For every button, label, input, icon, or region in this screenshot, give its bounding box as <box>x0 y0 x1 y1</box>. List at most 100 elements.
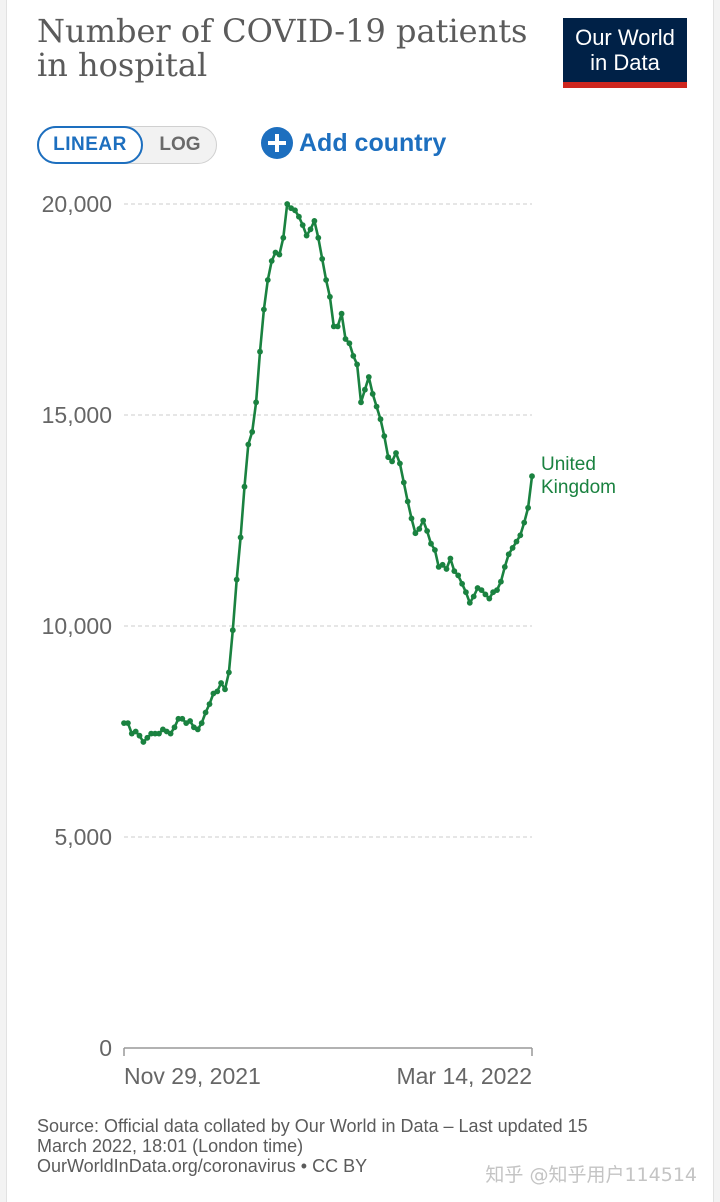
data-point[interactable] <box>369 391 376 397</box>
data-point[interactable] <box>292 207 298 214</box>
data-point[interactable] <box>144 734 151 741</box>
data-point[interactable] <box>245 441 252 448</box>
data-point[interactable] <box>218 680 225 686</box>
data-point[interactable] <box>482 591 489 598</box>
data-point[interactable] <box>494 587 500 593</box>
data-point[interactable] <box>365 374 372 380</box>
data-point[interactable] <box>307 226 314 233</box>
data-point[interactable] <box>466 599 473 606</box>
owid-logo[interactable]: Our World in Data <box>563 18 687 88</box>
data-point[interactable] <box>455 572 462 579</box>
data-point[interactable] <box>432 547 438 553</box>
data-point[interactable] <box>226 669 232 676</box>
data-point[interactable] <box>377 416 384 423</box>
data-point[interactable] <box>501 564 508 570</box>
data-point[interactable] <box>140 739 147 745</box>
data-point[interactable] <box>311 218 318 224</box>
data-point[interactable] <box>276 251 283 258</box>
data-point[interactable] <box>463 589 469 596</box>
x-tick-label: Mar 14, 2022 <box>396 1063 532 1089</box>
data-point[interactable] <box>358 399 364 406</box>
data-point[interactable] <box>517 532 524 539</box>
data-point[interactable] <box>233 576 240 583</box>
data-point[interactable] <box>136 732 143 739</box>
add-country-button[interactable]: Add country <box>261 126 446 160</box>
data-point[interactable] <box>439 561 446 568</box>
data-point[interactable] <box>447 555 454 562</box>
data-point[interactable] <box>280 234 287 241</box>
data-point[interactable] <box>509 545 516 551</box>
data-point[interactable] <box>420 517 427 524</box>
data-point[interactable] <box>237 534 244 541</box>
data-point[interactable] <box>334 323 341 330</box>
data-point[interactable] <box>443 566 450 572</box>
data-point[interactable] <box>132 728 139 735</box>
data-point[interactable] <box>529 473 535 480</box>
data-point[interactable] <box>416 526 423 532</box>
data-point[interactable] <box>350 353 357 359</box>
data-point[interactable] <box>404 498 411 505</box>
data-point[interactable] <box>303 232 310 239</box>
data-point[interactable] <box>400 479 407 486</box>
data-point[interactable] <box>229 627 236 634</box>
add-country-label: Add country <box>299 128 447 157</box>
data-point[interactable] <box>521 519 528 526</box>
data-point[interactable] <box>385 454 392 461</box>
data-point[interactable] <box>428 540 434 547</box>
data-point[interactable] <box>315 234 322 241</box>
data-point[interactable] <box>156 730 162 737</box>
data-point[interactable] <box>125 720 131 726</box>
data-point[interactable] <box>513 538 520 545</box>
source-link[interactable]: OurWorldInData.org/coronavirus • CC BY <box>37 1156 368 1176</box>
data-point[interactable] <box>486 595 493 602</box>
data-point[interactable] <box>187 718 194 724</box>
data-point[interactable] <box>296 213 302 220</box>
linear-scale-button[interactable]: LINEAR <box>37 126 143 164</box>
data-point[interactable] <box>253 399 259 406</box>
data-point[interactable] <box>198 720 205 726</box>
data-point[interactable] <box>346 340 353 347</box>
data-point[interactable] <box>179 715 186 722</box>
data-point[interactable] <box>167 730 174 737</box>
data-point[interactable] <box>171 724 178 731</box>
data-point[interactable] <box>470 593 477 600</box>
data-point[interactable] <box>249 429 256 435</box>
data-point[interactable] <box>389 458 395 465</box>
data-point[interactable] <box>424 528 430 534</box>
data-point[interactable] <box>354 361 360 368</box>
data-point[interactable] <box>214 688 221 695</box>
data-point[interactable] <box>284 201 291 207</box>
data-point[interactable] <box>412 530 419 537</box>
data-point[interactable] <box>261 306 267 313</box>
data-point[interactable] <box>451 568 458 574</box>
data-point[interactable] <box>525 504 531 511</box>
data-point[interactable] <box>264 277 271 283</box>
data-point[interactable] <box>478 587 485 593</box>
data-point[interactable] <box>408 515 415 522</box>
data-point[interactable] <box>299 222 306 229</box>
data-point[interactable] <box>206 701 213 707</box>
data-point[interactable] <box>202 709 209 716</box>
data-point[interactable] <box>397 460 403 467</box>
data-point[interactable] <box>268 258 275 264</box>
series-line[interactable] <box>124 202 534 744</box>
series-label: United Kingdom <box>541 454 616 498</box>
log-scale-button[interactable]: LOG <box>159 134 201 155</box>
data-point[interactable] <box>327 293 333 300</box>
data-point[interactable] <box>498 578 504 585</box>
data-point[interactable] <box>505 551 512 558</box>
data-point[interactable] <box>257 348 263 355</box>
data-point[interactable] <box>323 277 329 283</box>
data-point[interactable] <box>381 433 388 439</box>
data-point[interactable] <box>222 686 228 693</box>
data-point[interactable] <box>241 483 248 490</box>
data-point[interactable] <box>362 386 368 393</box>
data-point[interactable] <box>342 336 349 342</box>
data-point[interactable] <box>459 580 465 587</box>
data-point[interactable] <box>194 726 201 733</box>
data-point[interactable] <box>393 450 399 456</box>
data-point[interactable] <box>373 403 380 410</box>
data-point[interactable] <box>338 310 345 317</box>
data-point[interactable] <box>319 256 326 262</box>
